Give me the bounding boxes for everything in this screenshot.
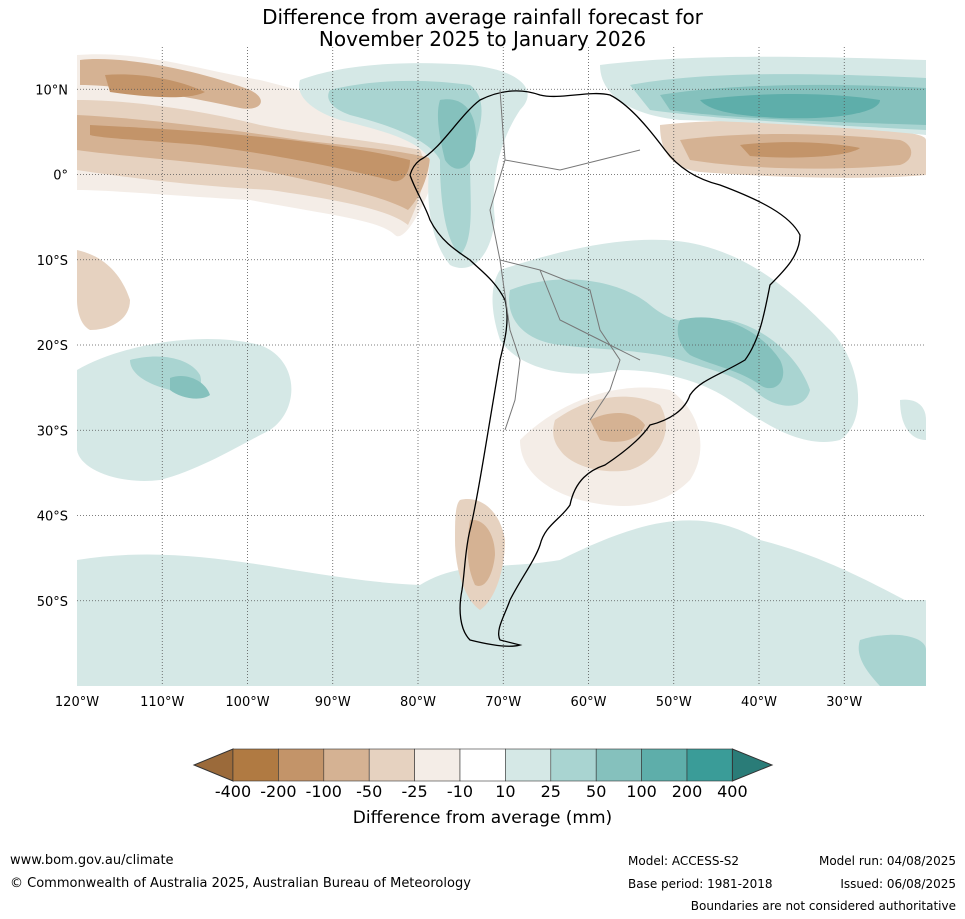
latitude-label: 30°S — [37, 424, 68, 439]
country-borders — [489, 89, 641, 431]
longitude-labels: 120°W 110°W 100°W 90°W 80°W 70°W 60°W 50°W 40°W 3… — [55, 695, 862, 710]
colorbar-tick-label: -10 — [446, 782, 474, 801]
colorbar-extend-low — [192, 748, 234, 782]
latitude-label: 40°S — [37, 510, 68, 525]
anomaly-region — [77, 339, 292, 481]
coastlines — [409, 90, 801, 647]
colorbar-title: Difference from average (mm) — [352, 808, 613, 828]
latitude-label: 50°S — [37, 595, 68, 610]
longitude-label: 70°W — [485, 695, 521, 710]
longitude-label: 40°W — [741, 695, 777, 710]
latitude-label: 10°N — [35, 83, 68, 98]
latitude-label: 0° — [53, 169, 68, 184]
anomaly-shading — [77, 54, 926, 686]
colorbar-tick-label: -400 — [214, 782, 252, 801]
colorbar-tick-label: -25 — [401, 782, 428, 801]
longitude-label: 120°W — [55, 695, 99, 710]
graticule — [77, 47, 926, 686]
map-title-line-1: Difference from average rainfall forecas… — [262, 5, 703, 29]
anomaly-region — [467, 519, 495, 586]
issued-date: Issued: 06/08/2025 — [840, 877, 956, 891]
base-period: Base period: 1981-2018 — [628, 877, 773, 891]
anomaly-region — [740, 142, 860, 158]
model-name: Model: ACCESS-S2 — [628, 854, 740, 868]
website-link[interactable]: www.bom.gov.au/climate — [10, 853, 174, 868]
colorbar — [192, 748, 774, 782]
colorbar-tick-label: 25 — [540, 782, 561, 801]
colorbar-extend-high — [731, 748, 774, 782]
border — [489, 89, 621, 421]
colorbar-tick-label: -200 — [260, 782, 297, 801]
border — [499, 259, 521, 431]
map-title-line-2: November 2025 to January 2026 — [318, 27, 647, 51]
colorbar-swatch — [686, 748, 733, 782]
colorbar-tick-label: 50 — [586, 782, 607, 801]
longitude-label: 80°W — [400, 695, 436, 710]
longitude-label: 100°W — [225, 695, 269, 710]
anomaly-region — [700, 94, 880, 119]
model-run-date: Model run: 04/08/2025 — [818, 854, 956, 868]
anomaly-region — [77, 250, 130, 330]
anomaly-region — [900, 399, 926, 440]
colorbar-tick-label: 200 — [671, 782, 703, 801]
longitude-label: 30°W — [826, 695, 862, 710]
anomaly-region — [677, 317, 784, 389]
anomaly-region — [437, 99, 476, 169]
colorbar-swatch — [323, 748, 370, 782]
colorbar-swatch — [414, 748, 461, 782]
colorbar-tick-label: -100 — [305, 782, 342, 801]
colorbar-tick-label: 400 — [717, 782, 748, 801]
colorbar-swatch — [595, 748, 642, 782]
coastline-south-america — [409, 90, 801, 647]
longitude-label: 110°W — [140, 695, 184, 710]
copyright-notice: © Commonwealth of Australia 2025, Austra… — [10, 876, 471, 891]
latitude-label: 10°S — [37, 254, 68, 269]
colorbar-tick-label: 10 — [495, 782, 516, 801]
anomaly-region — [105, 74, 205, 98]
anomaly-region — [77, 520, 926, 686]
colorbar-tick-label: -50 — [356, 782, 383, 801]
anomaly-region — [858, 634, 926, 686]
colorbar-swatch — [505, 748, 552, 782]
anomaly-region — [509, 279, 810, 406]
latitude-label: 20°S — [37, 339, 68, 354]
anomaly-region — [170, 375, 210, 399]
colorbar-swatch — [550, 748, 597, 782]
boundaries-note: Boundaries are not considered authoritat… — [690, 899, 956, 913]
colorbar-swatch — [459, 748, 506, 782]
colorbar-tick-label: 100 — [626, 782, 657, 801]
anomaly-region — [90, 125, 410, 182]
longitude-label: 90°W — [315, 695, 351, 710]
longitude-label: 60°W — [571, 695, 607, 710]
colorbar-swatch — [278, 748, 325, 782]
border — [504, 149, 641, 171]
longitude-label: 50°W — [656, 695, 692, 710]
latitude-labels: 10°N 0° 10°S 20°S 30°S 40°S 50°S — [35, 83, 68, 610]
colorbar-swatch — [368, 748, 415, 782]
anomaly-region — [590, 413, 645, 442]
colorbar-swatch — [641, 748, 688, 782]
colorbar-swatch — [232, 748, 279, 782]
border — [539, 269, 641, 361]
